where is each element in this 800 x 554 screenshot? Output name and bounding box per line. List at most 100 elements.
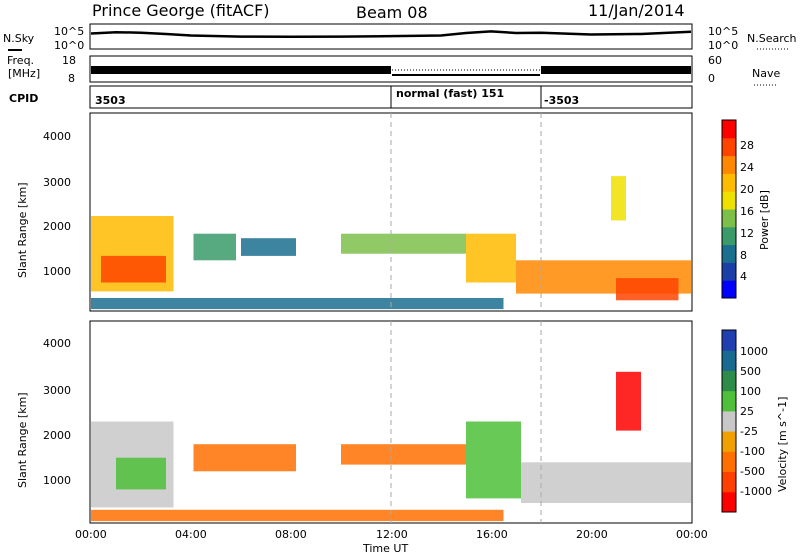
- velocity-colorbar-swatch: [722, 410, 736, 432]
- velocity-ytick-1000: 1000: [43, 474, 71, 487]
- power-colorbar-swatch: [722, 280, 736, 299]
- power-ytick-3000: 3000: [43, 176, 71, 189]
- power-ytick-4000: 4000: [43, 130, 71, 143]
- x-axis: 00:00 04:00 08:00 12:00 16:00 20:00 00:0…: [75, 528, 708, 554]
- velocity-cbar-tick-minus100: -100: [740, 445, 765, 458]
- date-title: 11/Jan/2014: [588, 1, 685, 20]
- power-colorbar-swatch: [722, 137, 736, 157]
- power-ylabel: Slant Range [km]: [16, 182, 29, 278]
- power-cbar-tick-8: 8: [740, 249, 747, 262]
- velocity-colorbar-frame: [721, 329, 737, 513]
- echo-region: [521, 462, 691, 503]
- echo-region: [341, 233, 466, 254]
- echo-region: [466, 233, 516, 283]
- echo-region: [616, 371, 641, 431]
- noise-right-tick-bottom: 10^0: [708, 39, 738, 52]
- cpid-panel: CPID 3503 normal (fast) 151 -3503: [9, 85, 693, 109]
- nave-tick-top: 60: [708, 54, 722, 67]
- noise-left-tick-top: 10^5: [54, 25, 84, 38]
- noise-right-tick-top: 10^5: [708, 25, 738, 38]
- power-cbar-tick-12: 12: [740, 227, 754, 240]
- velocity-cbar-label: Velocity [m s^-1]: [776, 397, 789, 492]
- power-panel: 1000 2000 3000 4000 Slant Range [km]: [16, 112, 693, 312]
- xaxis-label: Time UT: [362, 542, 408, 554]
- velocity-colorbar-swatch: [722, 370, 736, 392]
- velocity-colorbar-swatch: [722, 330, 736, 351]
- cpid-segment-3: -3503: [544, 94, 579, 107]
- velocity-cbar-tick-1000: 1000: [740, 345, 768, 358]
- velocity-colorbar-swatch: [722, 431, 736, 452]
- echo-region: [616, 278, 679, 301]
- xtick-6: 00:00: [676, 528, 708, 541]
- power-cbar-tick-24: 24: [740, 161, 754, 174]
- xtick-4: 16:00: [476, 528, 508, 541]
- freq-panel-frame: [89, 55, 693, 83]
- echo-region: [341, 444, 466, 465]
- echo-region: [193, 444, 296, 472]
- beam-title: Beam 08: [356, 3, 428, 22]
- power-colorbar-swatch: [722, 209, 736, 228]
- freq-label-line2: [MHz]: [8, 67, 40, 80]
- noise-left-tick-bottom: 10^0: [54, 39, 84, 52]
- echo-region: [193, 233, 236, 261]
- velocity-colorbar-swatch: [722, 390, 736, 412]
- velocity-colorbar-swatch: [722, 471, 736, 493]
- echo-region: [241, 238, 296, 256]
- power-cbar-tick-4: 4: [740, 270, 747, 283]
- noise-left-label: N.Sky: [3, 32, 35, 45]
- velocity-ytick-4000: 4000: [43, 337, 71, 350]
- velocity-cbar-tick-minus500: -500: [740, 465, 765, 478]
- cpid-segment-2: normal (fast) 151: [396, 87, 504, 100]
- power-colorbar-swatch: [722, 226, 736, 246]
- echo-region: [116, 457, 166, 490]
- velocity-echo-layer: [91, 371, 691, 522]
- velocity-colorbar-swatch: [722, 350, 736, 371]
- velocity-ytick-2000: 2000: [43, 429, 71, 442]
- freq-tick-bottom: 8: [68, 72, 75, 85]
- velocity-colorbar-swatch: [722, 491, 736, 513]
- noise-right-label: N.Search: [747, 32, 797, 45]
- power-echo-layer: [91, 176, 691, 310]
- power-cbar-tick-28: 28: [740, 139, 754, 152]
- cpid-segment-1: 3503: [95, 94, 126, 107]
- power-colorbar-frame: [721, 119, 737, 299]
- echo-region: [91, 298, 504, 310]
- freq-panel: Freq. [MHz] 18 8 60 0 Nave: [7, 54, 780, 86]
- freq-tick-top: 18: [62, 54, 76, 67]
- velocity-cbar-tick-500: 500: [740, 365, 761, 378]
- power-colorbar-swatch: [722, 191, 736, 210]
- power-cbar-tick-16: 16: [740, 205, 754, 218]
- velocity-ytick-3000: 3000: [43, 384, 71, 397]
- power-colorbar-swatch: [722, 173, 736, 192]
- echo-region: [101, 255, 166, 283]
- xtick-0: 00:00: [75, 528, 107, 541]
- velocity-cbar-tick-minus25: -25: [740, 425, 758, 438]
- power-colorbar-swatch: [722, 155, 736, 174]
- xtick-1: 04:00: [175, 528, 207, 541]
- power-cbar-tick-20: 20: [740, 183, 754, 196]
- power-ytick-1000: 1000: [43, 265, 71, 278]
- echo-region: [611, 176, 626, 221]
- velocity-colorbar-swatch: [722, 451, 736, 473]
- noise-sky-line: [90, 30, 692, 39]
- noise-panel-frame: [89, 23, 693, 50]
- cpid-label: CPID: [9, 92, 38, 105]
- velocity-ylabel: Slant Range [km]: [16, 392, 29, 488]
- power-colorbar-swatch: [722, 244, 736, 263]
- echo-region: [91, 509, 504, 522]
- velocity-panel: 1000 2000 3000 4000 Slant Range [km]: [16, 320, 693, 524]
- velocity-colorbar: 1000 500 100 25 -25 -100 -500 -1000 Velo…: [721, 329, 789, 513]
- freq-label-line1: Freq.: [7, 54, 34, 67]
- power-ytick-2000: 2000: [43, 220, 71, 233]
- echo-region: [466, 421, 521, 499]
- noise-panel: N.Sky 10^5 10^0 10^5 10^0 N.Search: [3, 23, 797, 52]
- nave-tick-bottom: 0: [708, 72, 715, 85]
- freq-band-1: [91, 66, 391, 74]
- velocity-cbar-tick-25: 25: [740, 405, 754, 418]
- power-colorbar-swatch: [722, 262, 736, 281]
- nave-label: Nave: [752, 67, 780, 80]
- velocity-cbar-tick-100: 100: [740, 385, 761, 398]
- xtick-3: 12:00: [376, 528, 408, 541]
- xtick-2: 08:00: [275, 528, 307, 541]
